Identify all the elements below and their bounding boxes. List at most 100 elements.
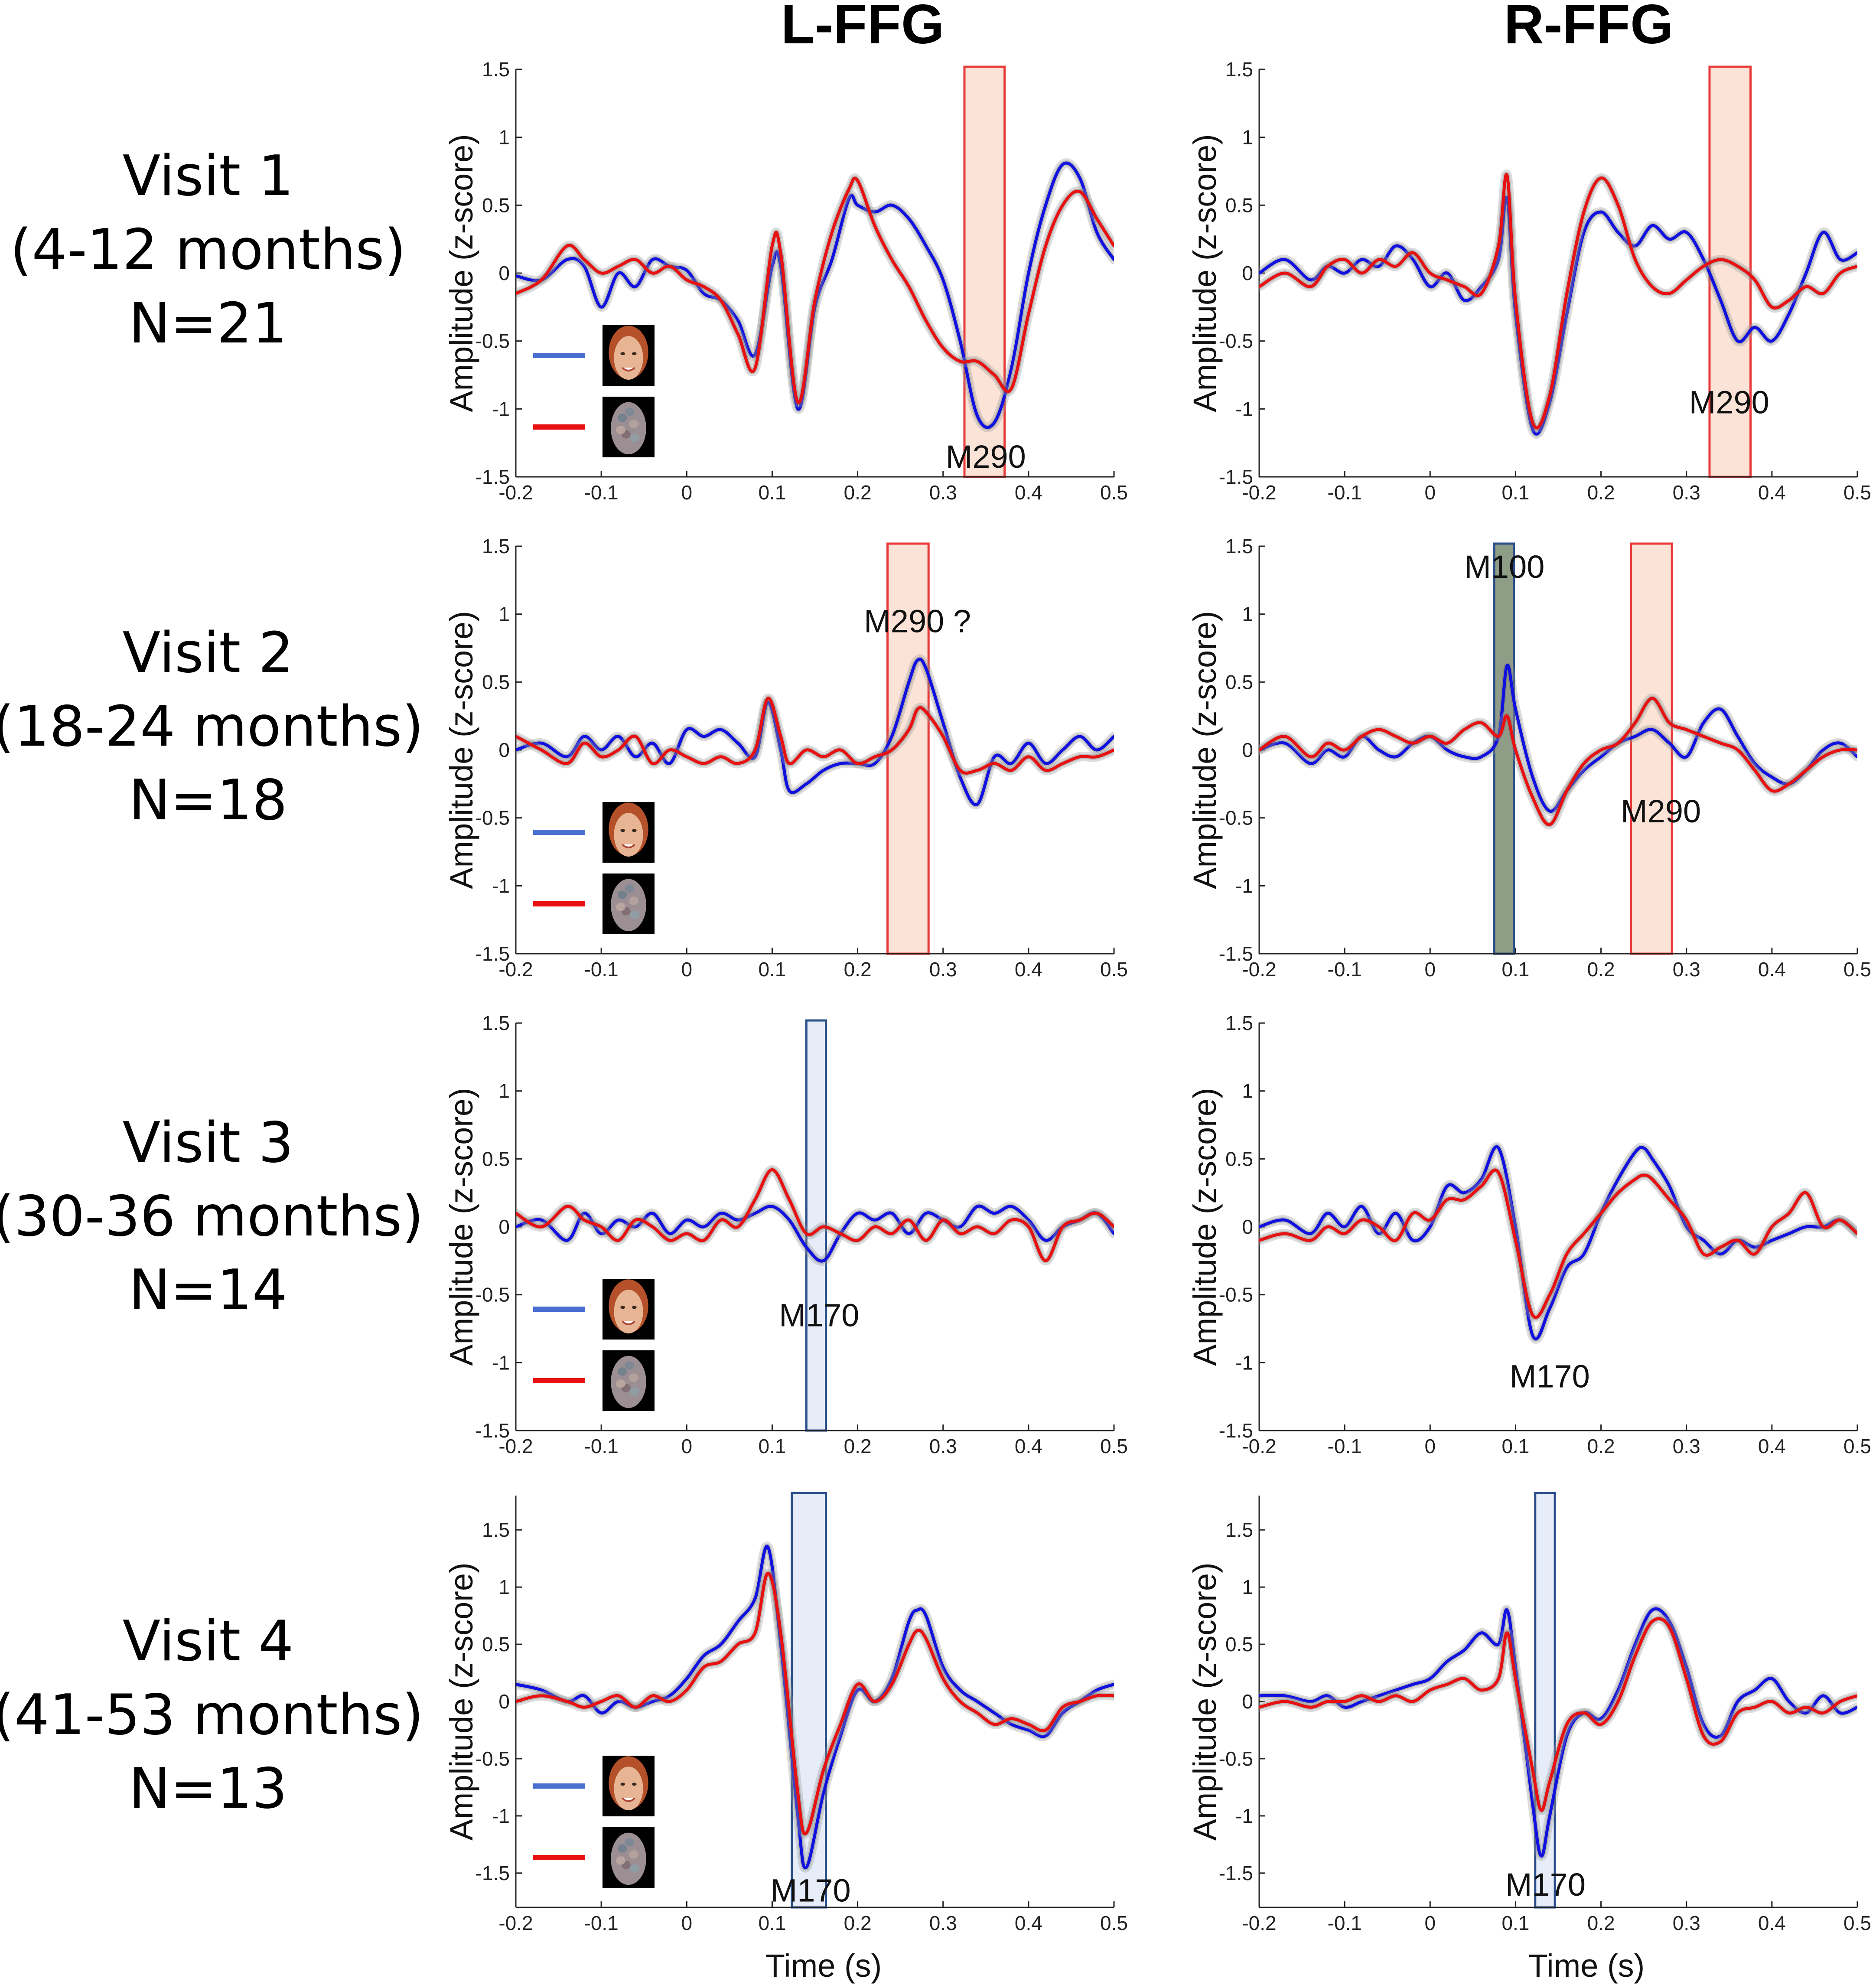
texture-blob: [629, 896, 638, 905]
highlight-window-blue: [791, 1492, 827, 1909]
face-shape: [614, 1290, 643, 1334]
column-title-left: L-FFG: [781, 0, 945, 55]
eye-left: [620, 1306, 625, 1309]
y-axis-label: Amplitude (z-score): [1187, 1088, 1223, 1366]
x-tick-label: 0.5: [1100, 958, 1128, 981]
series-face: [516, 158, 1114, 432]
scrambled-face-icon: [603, 1350, 655, 1411]
panel-l-ffg-visit-3: -0.2 -0.1 0 0.1 0.2 0.3 0.4 0.5 -1.5 -1 -0.5 0 0.5 1 1…: [443, 1012, 1128, 1457]
x-tick-label: 0.1: [758, 1435, 786, 1457]
x-tick-label: 0.2: [844, 481, 872, 504]
y-axis-label: Amplitude (z-score): [443, 134, 479, 412]
x-tick-label: 0: [1424, 958, 1436, 981]
x-tick-label: 0: [681, 1912, 692, 1934]
y-tick-label: 1.5: [482, 535, 510, 557]
x-tick-label: -0.1: [1328, 1912, 1362, 1934]
eye-left: [620, 829, 625, 832]
row-label-visit-2: Visit 2 (18-24 months) N=18: [0, 621, 423, 833]
x-tick-label: 0.2: [844, 958, 872, 981]
series-error-outline: [1259, 695, 1857, 828]
visit-n: N=14: [129, 1258, 287, 1323]
x-tick-label: 0: [681, 481, 692, 504]
x-tick-label: 0.4: [1015, 481, 1042, 504]
series-error-band: [1259, 1604, 1857, 1861]
visit-n: N=21: [129, 291, 287, 356]
visit-title: Visit 4: [123, 1609, 294, 1674]
legend: [533, 325, 655, 457]
series-line-red: [1259, 173, 1857, 430]
x-tick-label: 0.3: [929, 958, 957, 981]
texture-blob: [625, 407, 635, 416]
panel-r-ffg-visit-2: -0.2 -0.1 0 0.1 0.2 0.3 0.4 0.5 -1.5 -1 -0.5 0 0.5 1 1…: [1187, 535, 1871, 981]
panel-l-ffg-visit-4: -0.2 -0.1 0 0.1 0.2 0.3 0.4 0.5 -1.5 -1 -0.5 0 0.5 1 1…: [443, 1492, 1128, 1934]
x-tick-label: 0.4: [1015, 1435, 1042, 1457]
y-tick-label: 0: [1242, 1216, 1253, 1238]
y-tick-label: -1.5: [1219, 1419, 1253, 1442]
x-tick-label: 0.4: [1758, 1435, 1786, 1457]
y-tick-label: -0.5: [476, 330, 510, 352]
x-tick-label: 0.2: [1587, 1435, 1615, 1457]
series-face: [516, 1541, 1114, 1873]
column-title-right: R-FFG: [1504, 0, 1674, 55]
series-line-red: [516, 176, 1114, 404]
series-line-blue: [516, 658, 1114, 806]
y-tick-label: 1.5: [1225, 1519, 1253, 1541]
x-tick-label: 0.3: [1673, 481, 1700, 504]
y-tick-label: -1: [1235, 1805, 1253, 1827]
x-tick-label: 0.4: [1758, 1912, 1786, 1934]
peak-annotation: M170: [1505, 1867, 1586, 1903]
x-tick-label: -0.2: [1242, 1912, 1276, 1934]
y-axis-label: Amplitude (z-score): [443, 611, 479, 889]
x-tick-label: -0.1: [584, 1912, 619, 1934]
x-tick-label: 0: [681, 1435, 692, 1457]
legend: [533, 802, 655, 934]
visit-title: Visit 2: [123, 621, 294, 685]
x-tick-label: 0: [681, 958, 692, 981]
x-tick-label: -0.2: [498, 1912, 533, 1934]
series-line-red: [1259, 697, 1857, 826]
x-tick-label: 0.4: [1015, 958, 1042, 981]
texture-blob: [617, 1844, 627, 1853]
y-tick-label: -1.5: [476, 1419, 510, 1442]
x-tick-label: -0.2: [498, 1435, 533, 1457]
series-scrambled: [1259, 169, 1857, 433]
eye-right: [632, 352, 637, 355]
y-tick-label: 1: [498, 603, 510, 626]
x-tick-label: -0.1: [584, 481, 619, 504]
x-tick-label: 0.3: [1673, 1912, 1700, 1934]
visit-n: N=13: [129, 1757, 287, 1821]
x-tick-label: -0.2: [1242, 1435, 1276, 1457]
y-tick-label: -1.5: [476, 1862, 510, 1884]
panels: -0.2 -0.1 0 0.1 0.2 0.3 0.4 0.5 -1.5 -1 -0.5 0 0.5 1 1…: [443, 58, 1871, 1934]
texture-blob: [625, 1838, 635, 1847]
x-tick-label: 0.2: [1587, 481, 1615, 504]
series-line-blue: [516, 161, 1114, 429]
y-tick-label: -1: [1235, 874, 1253, 897]
x-tick-label: 0.5: [1843, 958, 1871, 981]
texture-blob: [630, 1387, 640, 1396]
y-tick-label: 0.5: [1225, 671, 1253, 693]
highlight-window-red: [963, 65, 1006, 478]
texture-blob: [625, 884, 635, 893]
x-tick-label: 0.5: [1843, 481, 1871, 504]
y-tick-label: -1.5: [1219, 942, 1253, 965]
texture-blob: [617, 890, 627, 899]
x-tick-label: 0.3: [929, 1435, 957, 1457]
x-tick-label: -0.2: [1242, 958, 1276, 981]
face-shape: [614, 1767, 643, 1810]
peak-annotation: M290: [946, 439, 1026, 475]
y-axis-label: Amplitude (z-score): [1187, 611, 1223, 889]
eye-right: [632, 1306, 637, 1309]
x-tick-label: -0.1: [1328, 1435, 1362, 1457]
x-tick-label: 0.5: [1100, 481, 1128, 504]
series-error-outline: [516, 695, 1114, 776]
highlight-window-red: [1630, 542, 1673, 955]
y-tick-label: -1: [492, 1805, 510, 1827]
y-tick-label: -0.5: [1219, 1284, 1253, 1306]
texture-blob: [630, 1864, 640, 1873]
x-tick-label: 0.3: [1673, 1435, 1700, 1457]
x-tick-label: 0.4: [1758, 958, 1786, 981]
scrambled-face-icon: [603, 397, 655, 457]
y-tick-label: -1.5: [476, 942, 510, 965]
x-tick-label: 0.1: [1501, 958, 1529, 981]
